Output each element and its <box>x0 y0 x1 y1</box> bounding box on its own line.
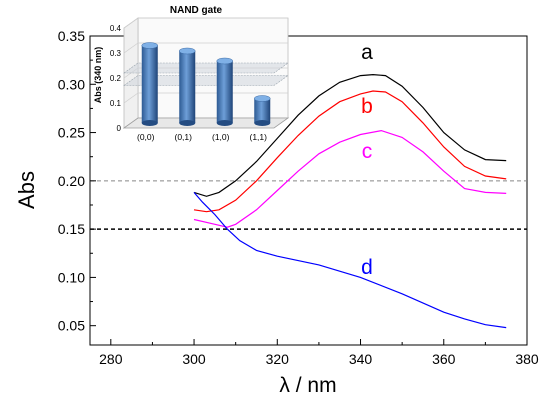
x-axis-label: λ / nm <box>279 374 336 397</box>
series-label-a: a <box>361 41 373 64</box>
y-tick-label: 0.05 <box>58 318 85 334</box>
x-tick-label: 280 <box>99 351 123 367</box>
inset-grid-side <box>123 92 139 104</box>
y-axis-ticks: 0.05 0.10 0.15 0.20 0.25 0.30 0.35 <box>58 28 96 334</box>
inset-bar <box>254 98 271 123</box>
inset-threshold-band <box>123 62 289 86</box>
inset-title: NAND gate <box>170 5 223 16</box>
series-line-d <box>193 192 507 329</box>
y-tick-label: 0.35 <box>58 28 85 44</box>
inset-bar-top <box>254 95 271 102</box>
inset-bar <box>216 61 233 123</box>
series-line-a <box>193 73 507 197</box>
inset-bar-top <box>179 47 196 55</box>
inset-bar-base <box>141 120 158 126</box>
inset-x-tick-label: (0,1) <box>175 132 193 142</box>
series-label-b: b <box>361 95 373 118</box>
x-tick-label: 380 <box>515 351 539 367</box>
inset-bar-top <box>141 42 158 49</box>
x-tick-label: 300 <box>182 351 206 367</box>
inset-bar <box>179 51 196 123</box>
series-label-d: d <box>361 256 373 279</box>
series-lines <box>193 73 507 329</box>
inset-x-tick-label: (1,0) <box>212 132 230 142</box>
inset-y-tick-label: 0.1 <box>110 99 122 108</box>
series-labels: a bc d <box>361 41 373 279</box>
x-tick-label: 320 <box>266 351 290 367</box>
inset-bars <box>141 42 271 126</box>
y-tick-label: 0.10 <box>58 269 85 285</box>
inset-bar-base <box>179 120 196 126</box>
reference-lines <box>90 180 527 230</box>
series-label-c: c <box>362 140 373 163</box>
plot-frame <box>89 35 528 346</box>
inset-y-tick-label: 0.2 <box>110 74 122 83</box>
inset-grid-side <box>123 17 139 29</box>
inset-y-tick-label: 0.4 <box>110 24 122 33</box>
inset-x-tick-label: (0,0) <box>137 132 155 142</box>
y-tick-label: 0.25 <box>58 125 85 141</box>
x-tick-label: 360 <box>432 351 456 367</box>
inset-bar-base <box>216 120 233 126</box>
inset-floor <box>122 117 290 129</box>
y-axis-label: Abs <box>14 171 39 209</box>
inset-x-tick-label: (1,1) <box>250 132 268 142</box>
inset-bar <box>141 45 158 123</box>
series-line-b <box>193 90 507 213</box>
x-axis-ticks: 280 300 320 340 360 380 <box>99 339 539 367</box>
y-tick-label: 0.15 <box>58 221 85 237</box>
inset-y-tick-label: 0 <box>117 124 122 133</box>
series-line-c <box>193 129 507 228</box>
inset-y-axis-label: Abs (340 nm) <box>93 47 103 104</box>
y-tick-label: 0.20 <box>58 173 85 189</box>
inset-bar-base <box>254 120 271 126</box>
inset-grid-side <box>123 42 139 54</box>
inset-nand-chart: NAND gate Abs (340 nm) (0,0) (0,1) (1,0) (1… <box>93 5 290 142</box>
inset-bar-top <box>216 57 233 65</box>
inset-ticks: (0,0) (0,1) (1,0) (1,1) 0 0.1 0.2 0.3 0.4 <box>110 24 267 142</box>
y-tick-label: 0.30 <box>58 76 85 92</box>
x-tick-label: 340 <box>349 351 373 367</box>
inset-y-tick-label: 0.3 <box>110 49 122 58</box>
